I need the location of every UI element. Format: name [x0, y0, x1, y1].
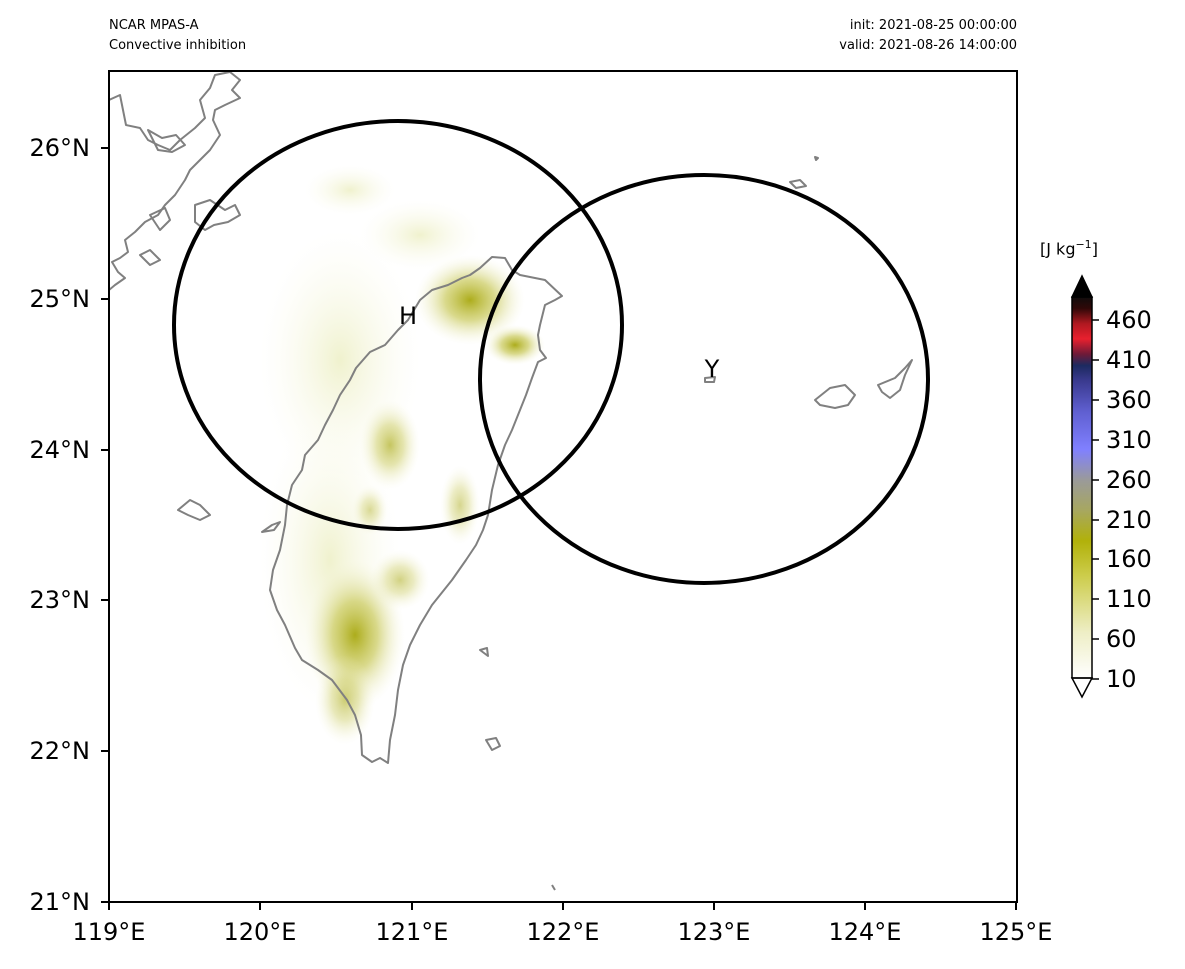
- header-left: NCAR MPAS-A Convective inhibition: [109, 16, 246, 56]
- marker-label-h: H: [399, 302, 417, 330]
- range-circles: [172, 119, 930, 585]
- range-circle-h: [172, 119, 624, 531]
- colorbar-extend-top: [1070, 274, 1094, 298]
- colorbar-tick-label: 360: [1106, 386, 1152, 414]
- colorbar-tick-label: 260: [1106, 466, 1152, 494]
- xtick-label: 124°E: [828, 918, 902, 946]
- xtick-label: 120°E: [223, 918, 297, 946]
- xtick-label: 121°E: [375, 918, 449, 946]
- china-coast-inlet: [147, 129, 186, 153]
- colorbar-tick-label: 410: [1106, 346, 1152, 374]
- ytick-label: 24°N: [29, 436, 91, 464]
- penghu-islands: [177, 499, 211, 521]
- colorbar-tick-label: 60: [1106, 625, 1137, 653]
- map-frame: [108, 70, 1018, 903]
- colorbar-tick-label: 10: [1106, 665, 1137, 693]
- small-islet-1: [704, 376, 716, 383]
- ytick-label: 21°N: [29, 888, 91, 916]
- unit-close: ]: [1091, 239, 1098, 259]
- ytick-label: 22°N: [29, 737, 91, 765]
- xtick-label: 125°E: [979, 918, 1053, 946]
- init-time: init: 2021-08-25 00:00:00: [849, 18, 1017, 33]
- taiwan-coastline: [269, 256, 563, 764]
- xtick-label: 123°E: [677, 918, 751, 946]
- map-content: [109, 71, 930, 891]
- ytick-label: 26°N: [29, 134, 91, 162]
- valid-time: valid: 2021-08-26 14:00:00: [839, 38, 1017, 53]
- model-name: NCAR MPAS-A: [109, 18, 199, 33]
- china-coastline: [109, 71, 241, 291]
- colorbar-tick-label: 210: [1106, 506, 1152, 534]
- axis-ticks: [101, 147, 1017, 910]
- ishigaki-island: [877, 359, 913, 399]
- ytick-label: 25°N: [29, 285, 91, 313]
- colorbar-tick-label: 110: [1106, 585, 1152, 613]
- xtick-label: 122°E: [526, 918, 600, 946]
- header-right: init: 2021-08-25 00:00:00 valid: 2021-08-…: [700, 16, 1017, 56]
- colorbar-tick-label: 160: [1106, 545, 1152, 573]
- yonaguni-island: [814, 384, 856, 409]
- colorbar-tick-label: 310: [1106, 426, 1152, 454]
- small-islet-2: [789, 179, 807, 189]
- range-circle-y: [478, 173, 930, 585]
- penghu-small: [261, 521, 281, 533]
- orchid-island: [485, 737, 501, 751]
- colorbar-unit-label: [J kg−1]: [1040, 238, 1098, 258]
- small-islet-4: [551, 884, 556, 891]
- unit-base: [J kg: [1040, 239, 1076, 259]
- colorbar-tick-label: 460: [1106, 306, 1152, 334]
- colorbar-gradient: [1072, 297, 1092, 678]
- colorbar: [1070, 274, 1099, 699]
- unit-exponent: −1: [1075, 238, 1092, 251]
- field-name: Convective inhibition: [109, 38, 247, 53]
- xtick-label: 119°E: [72, 918, 146, 946]
- cin-shading: [260, 165, 545, 745]
- ytick-label: 23°N: [29, 586, 91, 614]
- colorbar-extend-bottom: [1070, 677, 1094, 699]
- green-island: [479, 647, 489, 657]
- china-coast-islands: [139, 199, 241, 266]
- small-islet-3: [814, 156, 819, 161]
- marker-label-y: Y: [704, 355, 720, 383]
